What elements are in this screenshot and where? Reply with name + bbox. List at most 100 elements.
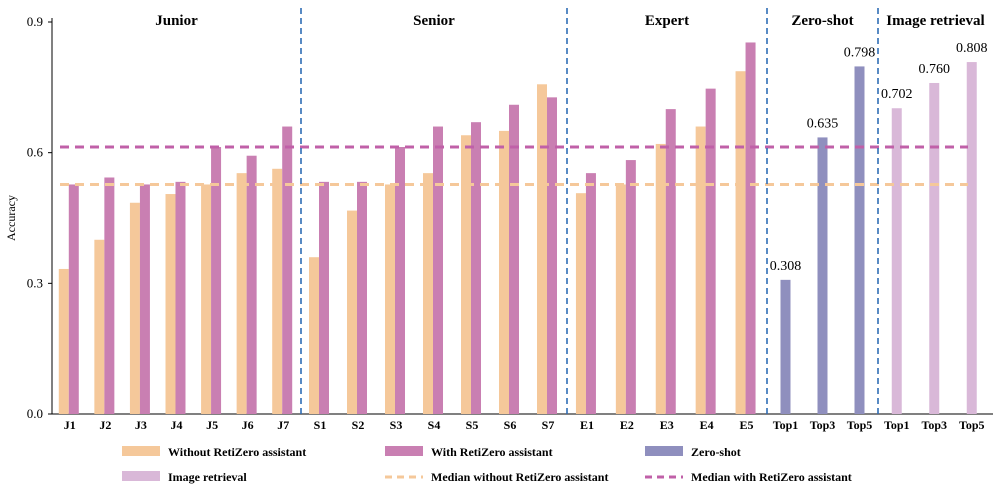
- bar-with: [319, 181, 329, 414]
- legend-swatch: [385, 446, 423, 456]
- bar-image-retrieval: [929, 82, 940, 414]
- bar-without: [423, 173, 433, 414]
- bar-with: [585, 173, 596, 414]
- y-tick-label: 0.9: [27, 14, 43, 29]
- bar-without: [129, 202, 140, 414]
- bar-with: [745, 42, 756, 415]
- legend-swatch: [122, 446, 160, 456]
- bar-without: [499, 130, 509, 414]
- group-title: Senior: [413, 13, 455, 29]
- bar-image-retrieval: [891, 108, 902, 415]
- x-tick-label: Top3: [921, 418, 947, 432]
- legend-swatch: [645, 446, 683, 456]
- x-tick-label: S4: [428, 418, 441, 432]
- x-tick-label: S6: [504, 418, 517, 432]
- legend: Without RetiZero assistant With RetiZero …: [122, 445, 852, 484]
- data-label: 0.760: [919, 62, 951, 77]
- bar-without: [385, 184, 395, 414]
- y-tick-label: 0.3: [27, 275, 43, 290]
- legend-label: Image retrieval: [168, 470, 247, 484]
- bar-without: [165, 194, 176, 414]
- bar-with: [139, 184, 150, 414]
- bar-with: [211, 147, 222, 414]
- x-tick-label: E1: [580, 418, 594, 432]
- x-tick-label: Top1: [773, 418, 799, 432]
- median-lines: [60, 145, 968, 186]
- x-tick-label: J5: [206, 418, 218, 432]
- legend-label: With RetiZero assistant: [431, 445, 553, 459]
- x-tick-label: S3: [390, 418, 403, 432]
- axes: 0.0 0.3 0.6 0.9 Accuracy: [4, 14, 993, 421]
- legend-label: Zero-shot: [691, 445, 741, 459]
- x-tick-label: E5: [740, 418, 754, 432]
- data-label: 0.635: [807, 116, 839, 131]
- bars: [58, 42, 977, 415]
- bar-without: [58, 268, 69, 414]
- labels: Junior J1 J2 J3 J4 J5 J6 J7 Senior S1 S2 S3 S4 S5 S6 S7…: [64, 13, 988, 432]
- bar-with: [547, 97, 557, 415]
- bar-with: [705, 88, 716, 414]
- x-tick-label: Top5: [847, 418, 873, 432]
- data-label: 0.702: [881, 87, 913, 102]
- legend-label: Median with RetiZero assistant: [691, 470, 852, 484]
- x-tick-label: Top3: [810, 418, 836, 432]
- x-tick-label: S5: [466, 418, 479, 432]
- bar-with: [471, 122, 481, 414]
- bar-image-retrieval: [966, 62, 977, 415]
- bar-without: [537, 84, 547, 414]
- group-separators: [300, 8, 879, 414]
- x-tick-label: S1: [314, 418, 327, 432]
- x-tick-label: S2: [352, 418, 365, 432]
- legend-label: Median without RetiZero assistant: [431, 470, 608, 484]
- group-title: Junior: [155, 13, 198, 29]
- bar-without: [615, 184, 626, 414]
- data-label: 0.808: [956, 41, 988, 56]
- y-tick-label: 0.6: [27, 145, 44, 160]
- bar-with: [665, 109, 676, 414]
- bar-with: [433, 126, 443, 415]
- bar-without: [575, 193, 586, 414]
- group-title: Expert: [645, 13, 689, 29]
- bar-zero-shot: [854, 66, 865, 414]
- bar-without: [347, 210, 357, 414]
- x-tick-label: E3: [660, 418, 674, 432]
- bar-without: [309, 257, 319, 414]
- bar-with: [104, 177, 115, 414]
- legend-swatch: [122, 471, 160, 481]
- x-tick-label: Top1: [884, 418, 910, 432]
- x-tick-label: J2: [99, 418, 111, 432]
- x-tick-label: E2: [620, 418, 634, 432]
- bar-zero-shot: [817, 137, 828, 414]
- data-label: 0.798: [844, 45, 876, 60]
- x-tick-label: J1: [64, 418, 76, 432]
- bar-with: [625, 160, 636, 414]
- x-tick-label: J3: [135, 418, 147, 432]
- bar-with: [509, 104, 519, 414]
- bar-without: [272, 168, 283, 414]
- y-axis-label: Accuracy: [4, 195, 18, 241]
- x-tick-label: J6: [242, 418, 254, 432]
- bar-without: [695, 126, 706, 415]
- data-label: 0.308: [770, 259, 802, 274]
- bar-without: [236, 173, 247, 414]
- x-tick-label: S7: [542, 418, 555, 432]
- bar-without: [655, 143, 666, 414]
- bar-without: [94, 239, 105, 414]
- bar-with: [246, 155, 257, 414]
- bar-with: [175, 181, 186, 414]
- x-tick-label: J4: [170, 418, 182, 432]
- bar-without: [461, 135, 471, 414]
- bar-with: [395, 147, 405, 414]
- bar-with: [68, 184, 79, 414]
- group-title: Image retrieval: [886, 13, 984, 29]
- bar-with: [357, 181, 367, 414]
- x-tick-label: Top5: [959, 418, 985, 432]
- bar-without: [201, 184, 212, 414]
- x-tick-label: J7: [277, 418, 289, 432]
- bar-without: [735, 71, 746, 415]
- bar-zero-shot: [780, 279, 791, 414]
- bar-with: [282, 126, 293, 415]
- group-title: Zero-shot: [791, 13, 853, 29]
- legend-label: Without RetiZero assistant: [168, 445, 306, 459]
